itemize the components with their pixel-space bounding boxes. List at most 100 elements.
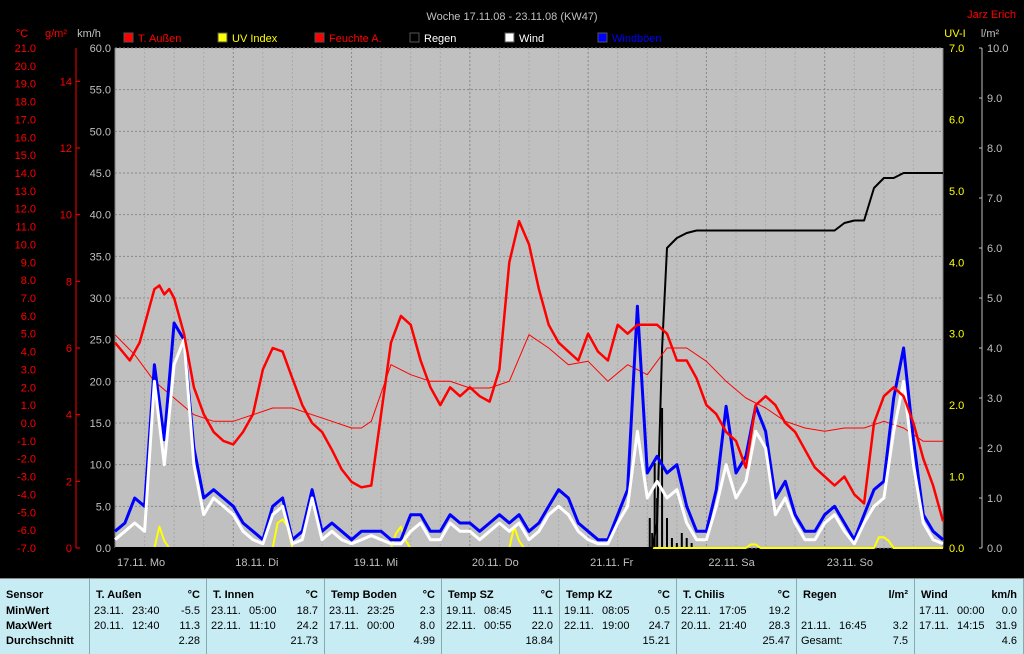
humidity-tick-label: 14 bbox=[60, 76, 72, 88]
rain-tick-label: 8.0 bbox=[987, 143, 1002, 155]
table-date: 22.11. bbox=[211, 620, 241, 632]
table-value: 18.7 bbox=[296, 605, 318, 617]
table-time: 12:40 bbox=[132, 620, 160, 632]
wind-tick-label: 30.0 bbox=[90, 293, 111, 305]
table-value: 4.99 bbox=[413, 635, 435, 647]
table-time: 16:45 bbox=[839, 620, 867, 632]
x-tick-label: 17.11. Mo bbox=[117, 557, 165, 569]
table-value: 28.3 bbox=[768, 620, 790, 632]
rain-bar bbox=[651, 533, 654, 548]
uv-tick-label: 1.0 bbox=[949, 472, 964, 484]
table-time: 23:40 bbox=[132, 605, 160, 617]
table-time: 00:55 bbox=[484, 620, 512, 632]
uv-unit-label: UV-I bbox=[944, 28, 965, 40]
table-time: 21:40 bbox=[719, 620, 747, 632]
wind-tick-label: 55.0 bbox=[90, 85, 111, 97]
x-tick-label: 23.11. So bbox=[827, 557, 873, 569]
temp-tick-label: -2.0 bbox=[17, 454, 36, 466]
humidity-tick-label: 10 bbox=[60, 210, 72, 222]
rain-bar bbox=[653, 463, 656, 548]
table-time: 14:15 bbox=[957, 620, 985, 632]
table-value: 7.5 bbox=[892, 635, 908, 647]
table-column: Temp Boden °C 23.11. 23:25 2.3 17.11. 00:00 8.0… bbox=[325, 579, 442, 654]
table-header: T. Außen bbox=[96, 589, 142, 601]
table-time: 11:10 bbox=[249, 620, 276, 632]
rain-tick-label: 5.0 bbox=[987, 293, 1002, 305]
table-value: 15.21 bbox=[642, 635, 670, 647]
temp-tick-label: -1.0 bbox=[17, 436, 36, 448]
wind-tick-label: 35.0 bbox=[90, 251, 111, 263]
legend-label: Windböen bbox=[612, 33, 662, 45]
temp-tick-label: 19.0 bbox=[15, 79, 36, 91]
table-date: 17.11. bbox=[919, 605, 949, 617]
outdoor-temp-line bbox=[114, 219, 945, 522]
table-column: T. Innen °C 23.11. 05:00 18.7 22.11. 11:10 24.2… bbox=[207, 579, 325, 654]
temp-tick-label: 21.0 bbox=[15, 43, 36, 55]
wind-tick-label: 15.0 bbox=[90, 418, 111, 430]
table-value: 8.0 bbox=[419, 620, 435, 632]
temp-tick-label: 17.0 bbox=[15, 114, 36, 126]
wind-tick-label: 0.0 bbox=[96, 543, 111, 555]
table-date: 23.11. bbox=[94, 605, 124, 617]
wind-tick-label: 10.0 bbox=[90, 460, 111, 472]
table-unit: °C bbox=[777, 589, 790, 601]
table-value: 2.28 bbox=[178, 635, 200, 647]
legend-label: T. Außen bbox=[138, 33, 181, 45]
temp-tick-label: 4.0 bbox=[21, 347, 36, 359]
rain-bar bbox=[675, 543, 678, 548]
wind-tick-label: 5.0 bbox=[96, 501, 111, 513]
temp-tick-label: 1.0 bbox=[21, 400, 36, 412]
table-value: 24.2 bbox=[296, 620, 318, 632]
wind-tick-label: 50.0 bbox=[90, 126, 111, 138]
rain-unit-label: l/m² bbox=[981, 28, 1000, 40]
temp-tick-label: 16.0 bbox=[15, 132, 36, 144]
table-value: 11.3 bbox=[179, 620, 200, 632]
table-date: Gesamt: bbox=[801, 635, 843, 647]
stats-table: Sensor MinWert MaxWert Durchschnitt T. Außen… bbox=[0, 578, 1024, 654]
temp-tick-label: 14.0 bbox=[15, 168, 36, 180]
temp-tick-label: 7.0 bbox=[21, 293, 36, 305]
table-date: 19.11. bbox=[446, 605, 476, 617]
temp-tick-label: 5.0 bbox=[21, 329, 36, 341]
table-header: Temp SZ bbox=[448, 589, 494, 601]
table-value: 0.0 bbox=[1001, 605, 1017, 617]
temp-tick-label: 11.0 bbox=[15, 222, 36, 234]
uv-tick-label: 0.0 bbox=[949, 543, 964, 555]
rain-bar bbox=[666, 518, 668, 548]
table-date: 21.11. bbox=[801, 620, 831, 632]
table-column: Regen l/m² 21.11. 16:45 3.2 Gesamt: 7.5 bbox=[797, 579, 915, 654]
table-date: 20.11. bbox=[94, 620, 124, 632]
table-time: 08:45 bbox=[484, 605, 512, 617]
rain-tick-label: 1.0 bbox=[987, 493, 1002, 505]
table-header: Sensor bbox=[6, 589, 44, 601]
table-time: 17:05 bbox=[719, 605, 747, 617]
humidity-tick-label: 12 bbox=[60, 143, 72, 155]
table-value: 18.84 bbox=[525, 635, 553, 647]
legend-swatch bbox=[504, 32, 515, 43]
table-header: Regen bbox=[803, 589, 837, 601]
temp-tick-label: -4.0 bbox=[17, 489, 36, 501]
humidity-tick-label: 8 bbox=[66, 276, 72, 288]
legend-swatch bbox=[314, 32, 325, 43]
table-date: 22.11. bbox=[681, 605, 711, 617]
chart-title: Woche 17.11.08 - 23.11.08 (KW47) bbox=[426, 11, 597, 23]
rain-bar bbox=[690, 543, 693, 548]
table-date: 17.11. bbox=[919, 620, 949, 632]
legend-label: Wind bbox=[519, 33, 544, 45]
x-tick-label: 21.11. Fr bbox=[590, 557, 634, 569]
table-value: 22.0 bbox=[531, 620, 553, 632]
table-date: 20.11. bbox=[681, 620, 711, 632]
temp-tick-label: 10.0 bbox=[15, 239, 36, 251]
table-value: 11.1 bbox=[532, 605, 553, 617]
rain-bar bbox=[680, 533, 683, 548]
legend-label: Feuchte A. bbox=[329, 33, 382, 45]
table-value: 21.73 bbox=[290, 635, 318, 647]
temp-tick-label: -7.0 bbox=[17, 543, 36, 555]
wind-tick-label: 20.0 bbox=[90, 376, 111, 388]
table-date: 17.11. bbox=[329, 620, 359, 632]
uv-tick-label: 5.0 bbox=[949, 186, 964, 198]
rain-tick-label: 6.0 bbox=[987, 243, 1002, 255]
rain-tick-label: 3.0 bbox=[987, 393, 1002, 405]
humidity-tick-label: 2 bbox=[66, 476, 72, 488]
table-date: 22.11. bbox=[564, 620, 594, 632]
